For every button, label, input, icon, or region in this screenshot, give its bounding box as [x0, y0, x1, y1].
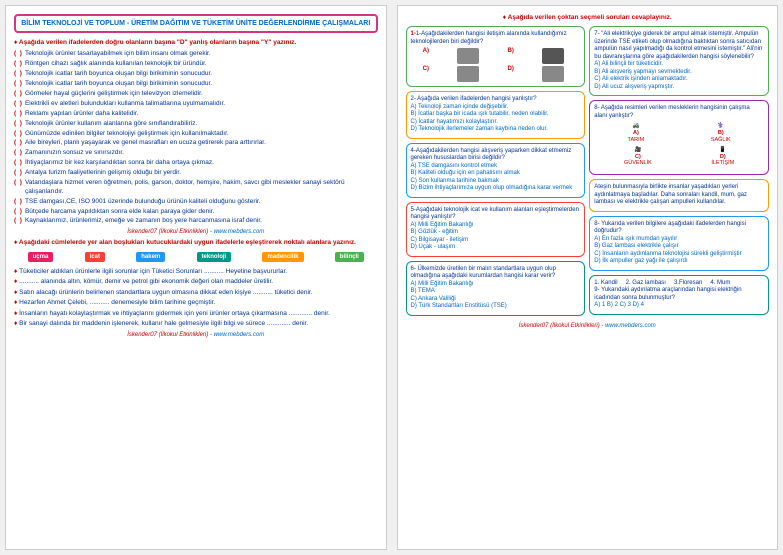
tf-item: ( )Kaynaklarımız, ürünlerimiz, emeğe ve …	[14, 217, 378, 225]
farm-icon: 🚜	[632, 123, 639, 129]
q8: 8- Aşağıda resimleri verilen mesleklerin…	[589, 100, 769, 175]
fill-list: ♦ Tüketiciler aldıkları ürünlerle ilgili…	[14, 268, 378, 329]
fill-item: ♦ Tüketiciler aldıkları ürünlerle ilgili…	[14, 268, 378, 276]
word-boxes: uçma icat hakem teknoloji madencilik bilinçli	[14, 251, 378, 263]
stethoscope-icon	[542, 48, 564, 64]
tf-list: ( )Teknolojik ürünler tasarlayabilmek iç…	[14, 50, 378, 226]
title-text: BİLİM TEKNOLOJİ VE TOPLUM - ÜRETİM DAĞIT…	[21, 20, 370, 27]
tf-item: ( )Teknolojik ürünler kullanım alanların…	[14, 120, 378, 128]
page-left: BİLİM TEKNOLOJİ VE TOPLUM - ÜRETİM DAĞIT…	[5, 5, 387, 550]
tf-head: ♦ Aşağıda verilen ifadelerden doğru olan…	[14, 39, 378, 46]
q2: 2- Aşağıda verilen ifadelerden hangisi y…	[406, 91, 586, 139]
fill-item: ♦ Bir sanayi dalında bir maddenin işlene…	[14, 320, 378, 328]
word-box: icat	[84, 251, 106, 263]
tf-item: ( )Görmeler hayal güçlerini geliştirmek …	[14, 90, 378, 98]
fill-item: ♦ İnsanların hayatı kolaylaştırmak ve ih…	[14, 310, 378, 318]
word-box: madencilik	[261, 251, 304, 263]
fill-head: ♦ Aşağıdaki cümlelerde yer alan boşlukla…	[14, 239, 378, 246]
laptop-icon	[457, 66, 479, 82]
comm-icon: 📱	[719, 147, 726, 153]
page2-instr: ♦ Aşağıda verilen çoktan seçmeli sorular…	[406, 14, 770, 21]
fill-item: ♦ Satın alacağı ürünlerin belirlenen sta…	[14, 289, 378, 297]
q4: 4-Aşağıdakilerden hangisi alışveriş yapa…	[406, 143, 586, 198]
tf-item: ( )Elektrikli ev aletleri bulundukları k…	[14, 100, 378, 108]
q1: 1-1-Aşağıdakilerden hangisi iletişim ala…	[406, 26, 586, 87]
tf-item: ( )TSE damgası,CE, ISO 9001 üzerinde bul…	[14, 198, 378, 206]
word-box: teknoloji	[196, 251, 233, 263]
word-box: bilinçli	[334, 251, 365, 263]
q7: 7- "Ali elektrikçiye giderek bir ampul a…	[589, 26, 769, 96]
footer3: İskender07 (İlkokul Etkinlikleri) - www.…	[406, 323, 770, 329]
page-right: ♦ Aşağıda verilen çoktan seçmeli sorular…	[397, 5, 779, 550]
fill-item: ♦ Hezarfen Ahmet Çelebi, ........... den…	[14, 299, 378, 307]
tf-item: ( )Reklamı yapılan ürünler daha kaliteli…	[14, 110, 378, 118]
tf-item: ( )Antalya turizm faaliyetlerinin gelişm…	[14, 169, 378, 177]
tablet-icon	[542, 66, 564, 82]
title-box: BİLİM TEKNOLOJİ VE TOPLUM - ÜRETİM DAĞIT…	[14, 14, 378, 33]
tf-item: ( )Bütçede harcama yapıldıktan sonra eld…	[14, 208, 378, 216]
q6: 6- Ülkemizde üretilen bir malın standart…	[406, 261, 586, 316]
tf-item: ( )Teknolojik icatlar tarih boyunca oluş…	[14, 70, 378, 78]
word-box: uçma	[27, 251, 55, 263]
footer: İskender07 (İlkokul Etkinlikleri) - www.…	[14, 229, 378, 235]
health-icon: ⚕️	[717, 123, 724, 129]
tf-item: ( )Teknolojik ürünler tasarlayabilmek iç…	[14, 50, 378, 58]
word-box: hakem	[135, 251, 166, 263]
fill-item: ♦ ........... alanında altın, kömür, dem…	[14, 278, 378, 286]
tf-item: ( )Vatandaşlara hizmet veren öğretmen, p…	[14, 179, 378, 196]
phone-icon	[457, 48, 479, 64]
q8b: 8- Yukarıda verilen bilgilere aşağıdaki …	[589, 216, 769, 271]
tf-item: ( )Zamanınızın sonsuz ve sınırsızdır.	[14, 149, 378, 157]
tf-item: ( )Röntgen cihazı sağlık alanında kullan…	[14, 60, 378, 68]
security-icon: 🎥	[634, 147, 641, 153]
tf-item: ( )İhtiyaçlarımız bir kez karşılandıktan…	[14, 159, 378, 167]
q9: 1. Kandil2. Gaz lambası 3.Floresan4. Mum…	[589, 275, 769, 315]
intro-box: Ateşin bulunmasıyla birlikte insanlar ya…	[589, 179, 769, 212]
tf-item: ( )Teknolojik icatlar tarih boyunca oluş…	[14, 80, 378, 88]
tf-item: ( )Günümüzde edinilen bilgiler teknoloji…	[14, 130, 378, 138]
q5: 5-Aşağıdaki teknolojik icat ve kullanım …	[406, 202, 586, 257]
footer2: İskender07 (İlkokul Etkinlikleri) - www.…	[14, 332, 378, 338]
tf-item: ( )Aile bireyleri, planlı yaşayarak ve g…	[14, 139, 378, 147]
